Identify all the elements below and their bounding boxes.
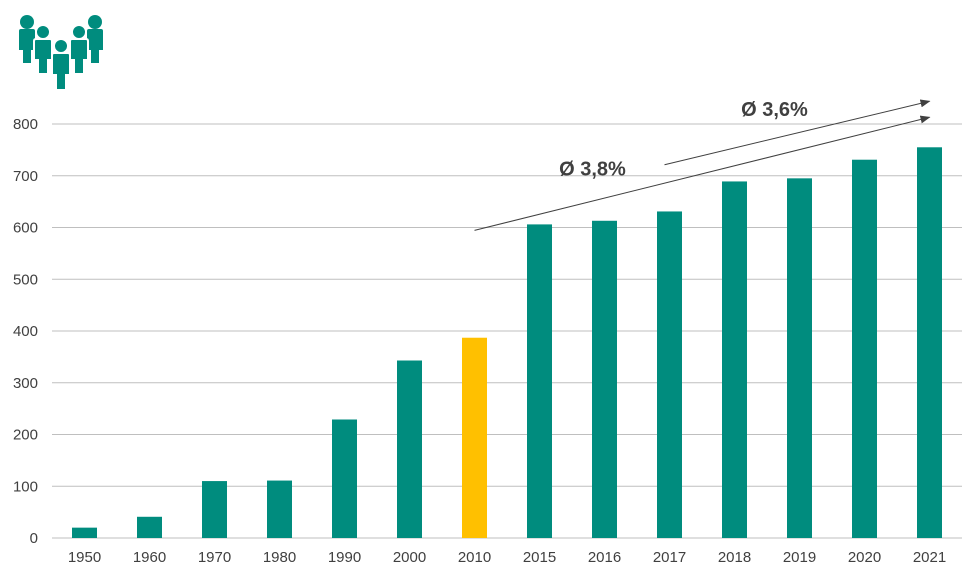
grid-lines — [52, 123, 962, 539]
y-tick-label-400: 400 — [13, 323, 38, 340]
x-tick-label-1950: 1950 — [68, 549, 101, 566]
bar-1970 — [202, 481, 227, 538]
x-tick-label-1980: 1980 — [263, 549, 296, 566]
y-tick-label-600: 600 — [13, 220, 38, 237]
people-group-icon — [19, 15, 103, 91]
x-tick-label-2016: 2016 — [588, 549, 621, 566]
x-tick-label-2021: 2021 — [913, 549, 946, 566]
bar-2021 — [917, 147, 942, 538]
x-tick-label-1990: 1990 — [328, 549, 361, 566]
y-tick-label-700: 700 — [13, 168, 38, 185]
bar-2000 — [397, 360, 422, 538]
bar-2018 — [722, 181, 747, 538]
bars — [72, 147, 942, 538]
bar-2016 — [592, 220, 617, 538]
x-tick-label-1970: 1970 — [198, 549, 231, 566]
y-axis: 0 100 200 300 400 500 600 700 800 — [13, 116, 38, 547]
x-tick-label-1960: 1960 — [133, 549, 166, 566]
y-tick-label-300: 300 — [13, 375, 38, 392]
annotation-label-36: Ø 3,6% — [741, 99, 808, 121]
bar-1950 — [72, 527, 97, 538]
bar-2015 — [527, 224, 552, 538]
y-tick-label-0: 0 — [30, 530, 38, 547]
x-tick-label-2018: 2018 — [718, 549, 751, 566]
x-tick-label-2000: 2000 — [393, 549, 426, 566]
x-tick-label-2015: 2015 — [523, 549, 556, 566]
bar-1980 — [267, 480, 292, 538]
bar-2017 — [657, 211, 682, 538]
bar-2010 — [462, 337, 487, 538]
y-tick-label-100: 100 — [13, 478, 38, 495]
bar-2019 — [787, 178, 812, 538]
x-tick-label-2010: 2010 — [458, 549, 491, 566]
bar-1990 — [332, 419, 357, 538]
bar-2020 — [852, 159, 877, 538]
x-tick-label-2017: 2017 — [653, 549, 686, 566]
y-tick-label-800: 800 — [13, 116, 38, 133]
annotation-38: Ø 3,8% — [474, 115, 931, 231]
y-tick-label-500: 500 — [13, 271, 38, 288]
trend-arrow-38 — [474, 115, 931, 231]
trend-arrow-36 — [664, 99, 931, 166]
x-tick-label-2020: 2020 — [848, 549, 881, 566]
x-tick-label-2019: 2019 — [783, 549, 816, 566]
annotation-36: Ø 3,6% — [664, 99, 931, 166]
y-tick-label-200: 200 — [13, 427, 38, 444]
annotation-label-38: Ø 3,8% — [559, 158, 626, 180]
bar-1960 — [137, 516, 162, 538]
x-axis: 1950 1960 1970 1980 1990 2000 2010 2015 2016 2017… — [68, 549, 946, 566]
